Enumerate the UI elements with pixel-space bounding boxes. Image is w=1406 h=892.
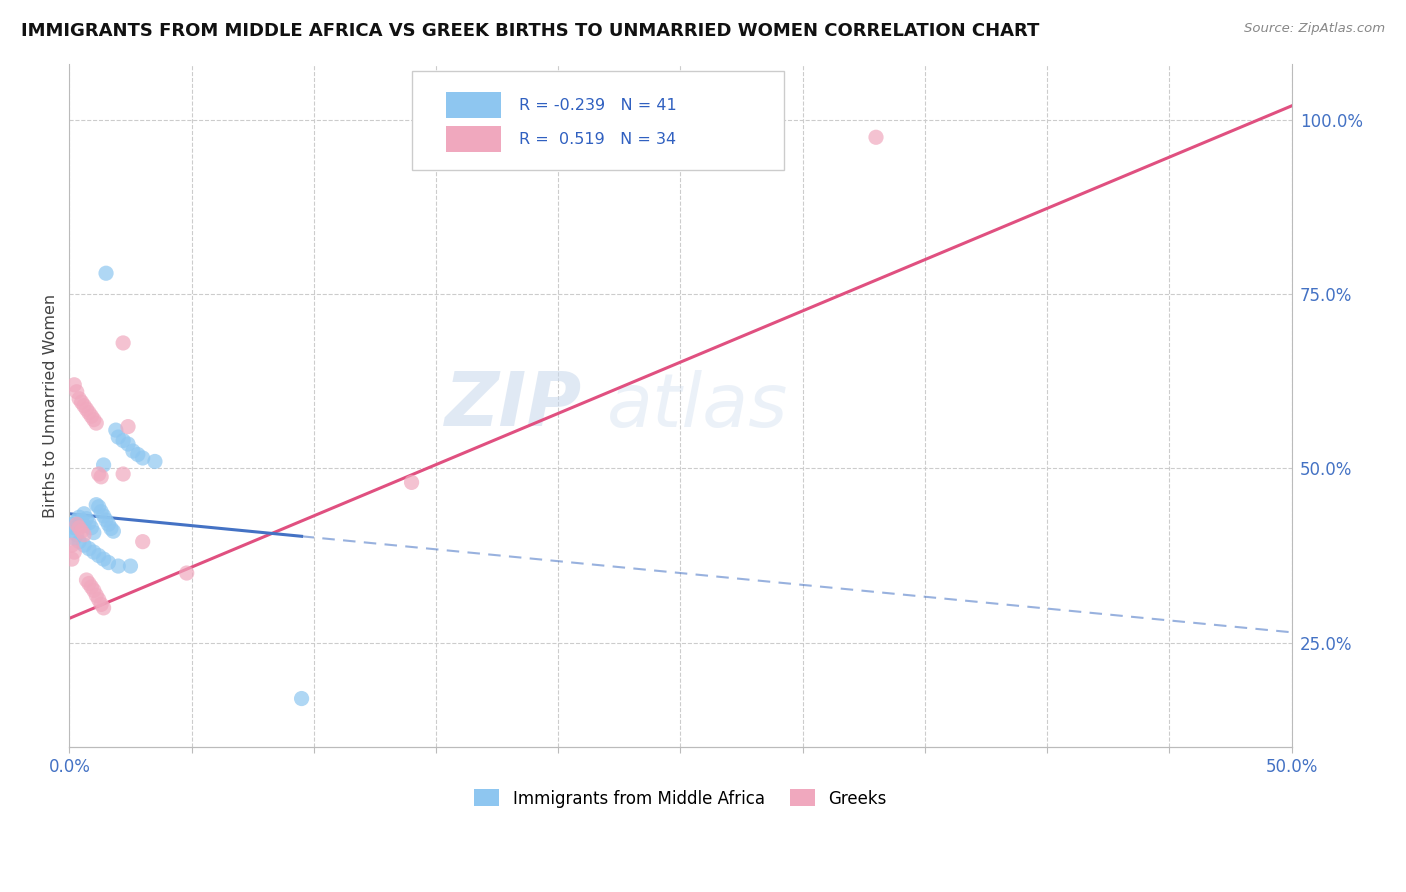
Point [76, 573, 98, 587]
Point [67, 534, 90, 549]
Point [107, 559, 129, 574]
Point [112, 335, 135, 350]
Text: R =  0.519   N = 34: R = 0.519 N = 34 [519, 132, 676, 146]
Point [70, 514, 93, 528]
Point [90, 598, 112, 612]
Point [63, 545, 86, 559]
Point [63, 521, 86, 535]
Point [143, 454, 166, 468]
FancyBboxPatch shape [412, 70, 785, 170]
Point [94, 266, 117, 280]
Point [87, 467, 110, 481]
Point [97, 556, 120, 570]
Point [117, 419, 139, 434]
Point [84, 498, 107, 512]
Text: R = -0.239   N = 41: R = -0.239 N = 41 [519, 97, 676, 112]
Point [93, 600, 115, 615]
Point [60, 552, 83, 566]
Point [83, 412, 105, 426]
Point [67, 510, 90, 524]
Point [73, 399, 96, 413]
Point [176, 566, 198, 580]
Point [77, 541, 100, 556]
Bar [446, 127, 501, 153]
Point [73, 507, 96, 521]
Point [73, 538, 96, 552]
Point [76, 402, 98, 417]
Point [83, 545, 105, 559]
Point [77, 516, 100, 530]
Point [97, 517, 120, 532]
Point [90, 505, 112, 519]
Legend: Immigrants from Middle Africa, Greeks: Immigrants from Middle Africa, Greeks [468, 782, 893, 814]
Point [80, 521, 103, 535]
Point [66, 514, 89, 528]
Point [93, 508, 115, 523]
Text: atlas: atlas [607, 369, 789, 442]
Point [865, 130, 887, 145]
Point [77, 576, 100, 591]
Point [112, 434, 135, 448]
Point [87, 592, 110, 607]
Point [122, 444, 145, 458]
Point [80, 580, 103, 594]
Point [67, 392, 90, 406]
Point [73, 518, 96, 533]
Point [60, 517, 83, 532]
Point [80, 409, 103, 424]
Point [60, 538, 83, 552]
Point [63, 377, 86, 392]
Point [104, 423, 127, 437]
Point [83, 525, 105, 540]
Point [66, 384, 89, 399]
Point [401, 475, 423, 490]
Point [76, 511, 98, 525]
Point [66, 527, 89, 541]
Text: IMMIGRANTS FROM MIDDLE AFRICA VS GREEK BIRTHS TO UNMARRIED WOMEN CORRELATION CHA: IMMIGRANTS FROM MIDDLE AFRICA VS GREEK B… [21, 22, 1039, 40]
Point [131, 450, 153, 465]
Point [84, 588, 107, 602]
Point [67, 521, 90, 535]
Bar [446, 92, 501, 118]
Point [290, 691, 312, 706]
Point [87, 549, 110, 563]
Point [70, 395, 93, 409]
Point [131, 534, 153, 549]
Point [93, 552, 115, 566]
Point [120, 559, 142, 574]
Point [66, 517, 89, 532]
Point [107, 430, 129, 444]
Text: ZIP: ZIP [446, 369, 582, 442]
Point [63, 531, 86, 545]
Point [127, 448, 149, 462]
Y-axis label: Births to Unmarried Women: Births to Unmarried Women [44, 293, 58, 517]
Point [87, 500, 110, 514]
Point [93, 458, 115, 472]
Point [103, 524, 125, 539]
Point [112, 467, 135, 481]
Point [94, 513, 117, 527]
Point [100, 521, 122, 535]
Point [83, 583, 105, 598]
Point [90, 470, 112, 484]
Text: Source: ZipAtlas.com: Source: ZipAtlas.com [1244, 22, 1385, 36]
Point [84, 416, 107, 430]
Point [117, 437, 139, 451]
Point [70, 524, 93, 539]
Point [77, 406, 100, 420]
Point [73, 527, 96, 541]
